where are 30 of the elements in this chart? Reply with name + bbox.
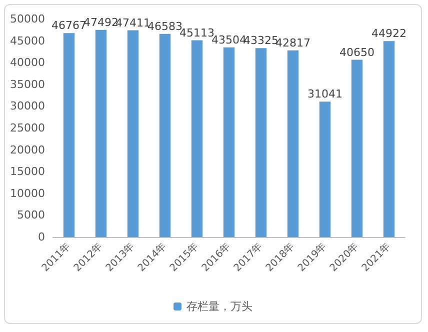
- y-tick-label: 25000: [10, 122, 45, 134]
- data-label: 46583: [148, 20, 182, 33]
- data-label: 42817: [276, 36, 310, 50]
- data-label: 47492: [84, 16, 118, 29]
- bar: [223, 47, 235, 237]
- y-tick-label: 10000: [10, 186, 45, 200]
- legend-label: 存栏量，万头: [186, 300, 252, 313]
- data-label: 40650: [340, 46, 374, 59]
- data-label: 44922: [372, 27, 406, 40]
- y-tick-label: 20000: [10, 143, 45, 156]
- bar: [351, 60, 363, 237]
- bar: [127, 30, 139, 237]
- bar: [191, 40, 203, 237]
- bar: [63, 33, 75, 237]
- data-label: 46767: [52, 19, 86, 32]
- bar: [159, 34, 171, 237]
- y-tick-label: 50000: [10, 12, 45, 26]
- y-tick-label: 45000: [10, 34, 45, 48]
- data-label: 31041: [308, 88, 342, 101]
- y-tick-label: 30000: [10, 100, 45, 113]
- bar: [319, 102, 331, 237]
- y-tick-label: 15000: [10, 165, 45, 178]
- bar: [255, 48, 267, 237]
- bar: [383, 41, 395, 237]
- bar: [287, 50, 299, 237]
- y-tick-label: 5000: [17, 208, 45, 222]
- y-tick-label: 40000: [10, 56, 45, 70]
- y-tick-label: 0: [38, 230, 45, 244]
- y-tick-label: 35000: [10, 78, 45, 91]
- bar: [95, 30, 107, 237]
